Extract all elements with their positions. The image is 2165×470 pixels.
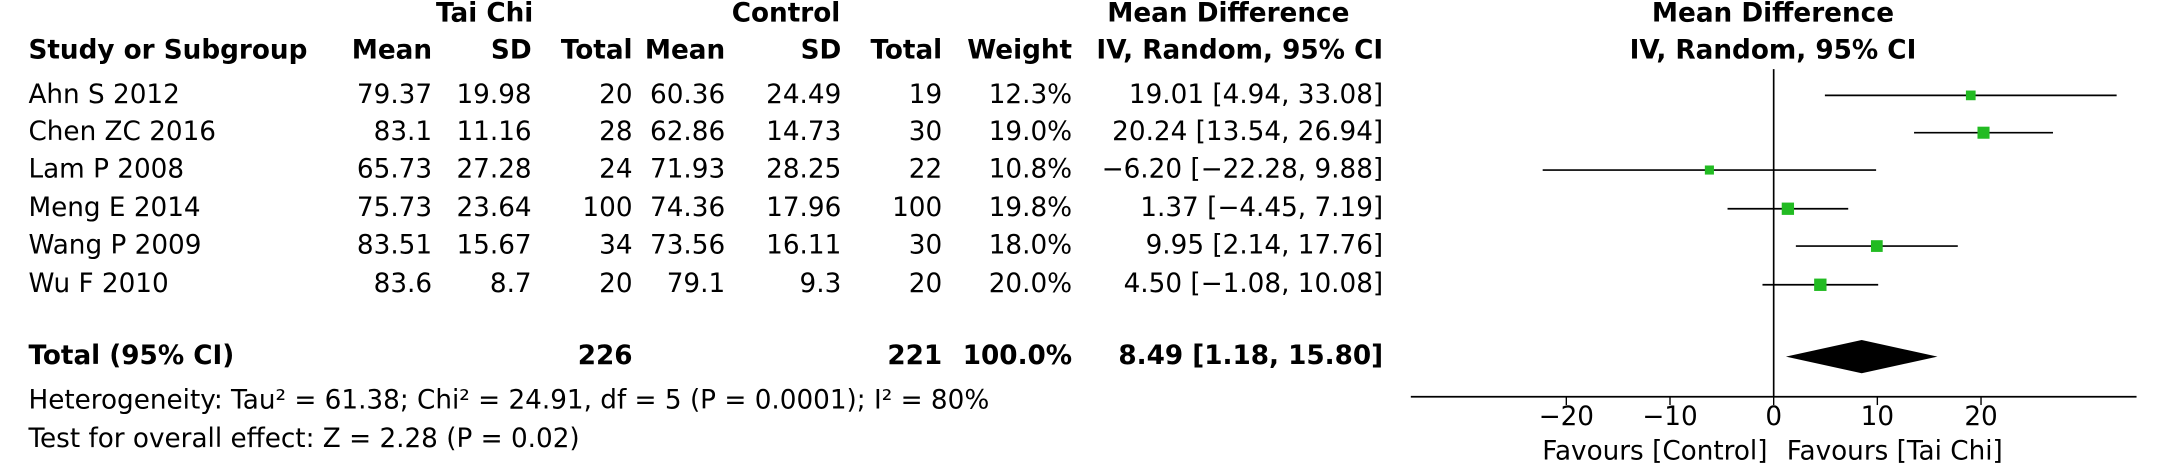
table-cell: 79.1 (667, 269, 725, 299)
study-name: Meng E 2014 (28, 193, 200, 223)
table-cell: 20 (599, 80, 632, 110)
table-cell: 30 (909, 117, 942, 147)
weight: 18.0% (989, 231, 1072, 261)
effect-marker (1870, 240, 1883, 252)
table-cell: 23.64 (456, 193, 531, 223)
x-tick-label: 0 (1765, 402, 1782, 432)
ci-label: 4.50 [−1.08, 10.08] (1124, 269, 1384, 299)
table-cell: 75.73 (357, 193, 432, 223)
table-cell: 20 (909, 269, 942, 299)
group-header: Control (732, 0, 841, 28)
study-name: Ahn S 2012 (28, 80, 179, 110)
table-cell: 15.67 (456, 231, 531, 261)
ci-label: 19.01 [4.94, 33.08] (1129, 80, 1383, 110)
column-header: IV, Random, 95% CI (1096, 36, 1383, 66)
column-header: Study or Subgroup (28, 36, 307, 66)
table-cell: 8.7 (490, 269, 532, 299)
plot-header: Mean Difference (1652, 0, 1894, 28)
table-cell: 11.16 (456, 117, 531, 147)
table-cell: 22 (909, 155, 942, 185)
study-name: Wu F 2010 (28, 269, 168, 299)
column-header: SD (801, 36, 842, 66)
study-name: Wang P 2009 (28, 231, 201, 261)
plot-header: IV, Random, 95% CI (1630, 36, 1917, 66)
table-cell: 65.73 (357, 155, 432, 185)
study-name: Lam P 2008 (28, 155, 184, 185)
table-cell: 28 (599, 117, 632, 147)
total-n: 221 (887, 341, 942, 371)
ci-label: −6.20 [−22.28, 9.88] (1102, 155, 1384, 185)
table-cell: 79.37 (357, 80, 432, 110)
total-diamond (1785, 340, 1938, 374)
table-cell: 73.56 (650, 231, 725, 261)
table-cell: 16.11 (766, 231, 841, 261)
table-cell: 30 (909, 231, 942, 261)
table-cell: 34 (599, 231, 632, 261)
table-cell: 83.51 (357, 231, 432, 261)
effect-marker (1965, 90, 1976, 101)
table-cell: 19.98 (456, 80, 531, 110)
table-cell: 28.25 (766, 155, 841, 185)
weight: 20.0% (989, 269, 1072, 299)
column-header: Total (561, 36, 633, 66)
effect-marker (1977, 126, 1990, 139)
table-cell: 71.93 (650, 155, 725, 185)
table-cell: 60.36 (650, 80, 725, 110)
x-label: Favours [Tai Chi] (1787, 437, 2003, 467)
table-cell: 83.6 (374, 269, 432, 299)
table-cell: 24 (599, 155, 632, 185)
effect-marker (1704, 165, 1714, 175)
x-tick-label: −10 (1642, 402, 1697, 432)
table-cell: 17.96 (766, 193, 841, 223)
x-tick-label: −20 (1539, 402, 1594, 432)
total-n: 226 (578, 341, 633, 371)
column-header: Mean (645, 36, 725, 66)
total-weight: 100.0% (963, 341, 1072, 371)
table-cell: 100 (582, 193, 632, 223)
table-cell: 83.1 (374, 117, 432, 147)
effect-marker (1814, 278, 1827, 291)
study-name: Chen ZC 2016 (28, 117, 216, 147)
table-cell: 20 (599, 269, 632, 299)
table-cell: 24.49 (766, 80, 841, 110)
table-cell: 62.86 (650, 117, 725, 147)
weight: 10.8% (989, 155, 1072, 185)
x-label: Favours [Control] (1542, 437, 1767, 467)
table-cell: 100 (892, 193, 942, 223)
total-ci: 8.49 [1.18, 15.80] (1118, 341, 1383, 371)
x-tick-label: 10 (1861, 402, 1894, 432)
table-cell: 27.28 (456, 155, 531, 185)
column-header: Mean (352, 36, 432, 66)
group-header: Mean Difference (1107, 0, 1349, 28)
weight: 19.8% (989, 193, 1072, 223)
overall-effect: Test for overall effect: Z = 2.28 (P = 0… (27, 424, 579, 454)
table-cell: 74.36 (650, 193, 725, 223)
table-cell: 14.73 (766, 117, 841, 147)
x-tick-label: 20 (1964, 402, 1997, 432)
table-cell: 19 (909, 80, 942, 110)
group-header: Tai Chi (436, 0, 533, 28)
table-cell: 9.3 (800, 269, 842, 299)
heterogeneity: Heterogeneity: Tau² = 61.38; Chi² = 24.9… (28, 385, 989, 415)
weight: 12.3% (989, 80, 1072, 110)
column-header: SD (491, 36, 532, 66)
ci-label: 9.95 [2.14, 17.76] (1146, 231, 1384, 261)
effect-marker (1781, 202, 1795, 215)
column-header: Weight (967, 36, 1072, 66)
column-header: Total (870, 36, 942, 66)
ci-label: 20.24 [13.54, 26.94] (1112, 117, 1383, 147)
total-label: Total (95% CI) (28, 341, 234, 371)
ci-label: 1.37 [−4.45, 7.19] (1140, 193, 1383, 223)
weight: 19.0% (989, 117, 1072, 147)
